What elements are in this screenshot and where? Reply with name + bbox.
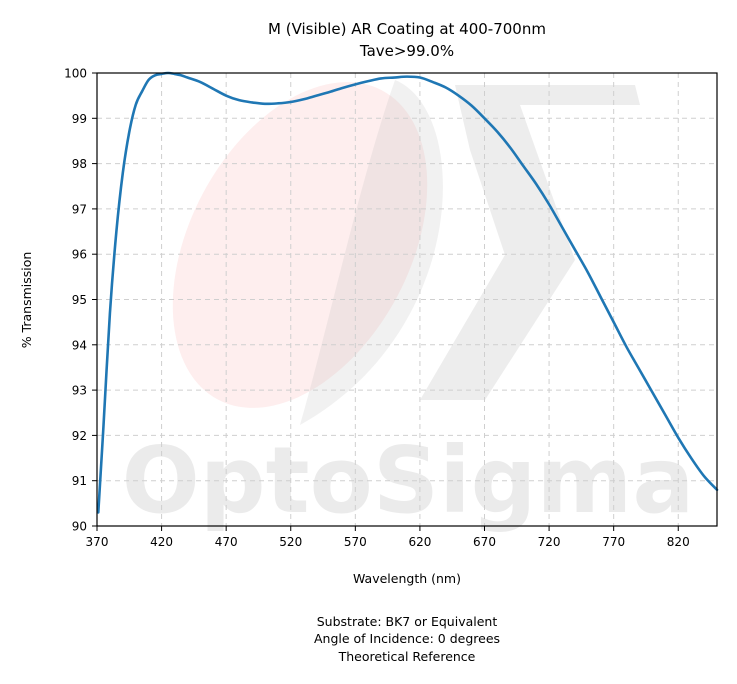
y-tick-label: 100 (64, 67, 87, 81)
chart-title-line-1: M (Visible) AR Coating at 400-700nm (268, 20, 546, 38)
y-tick-label: 97 (72, 202, 87, 216)
y-axis-label: % Transmission (19, 252, 34, 349)
x-tick-label: 570 (344, 535, 367, 549)
x-tick-label: 520 (279, 535, 302, 549)
y-tick-label: 91 (72, 474, 87, 488)
y-tick-label: 93 (72, 384, 87, 398)
y-tick-label: 90 (72, 520, 87, 534)
y-tick-label: 95 (72, 293, 87, 307)
x-tick-label: 770 (602, 535, 625, 549)
x-tick-label: 620 (408, 535, 431, 549)
watermark-sigma-curve (300, 80, 443, 425)
series-group (96, 71, 719, 514)
x-tick-label: 820 (667, 535, 690, 549)
x-tick-label: 370 (86, 535, 109, 549)
y-tick-label: 92 (72, 429, 87, 443)
y-tick-label: 98 (72, 157, 87, 171)
x-tick-label: 420 (150, 535, 173, 549)
footnote-reference: Theoretical Reference (338, 649, 476, 664)
y-tick-label: 96 (72, 248, 87, 262)
x-tick-label: 720 (538, 535, 561, 549)
x-tick-label: 470 (215, 535, 238, 549)
x-axis: 370 420 470 520 570 620 670 720 770 820 (86, 526, 690, 549)
x-axis-label: Wavelength (nm) (353, 571, 461, 586)
y-tick-label: 99 (72, 112, 87, 126)
footnote-substrate: Substrate: BK7 or Equivalent (317, 614, 498, 629)
optosigma-watermark: OptoSigma (122, 80, 694, 534)
footnote-angle: Angle of Incidence: 0 degrees (314, 631, 500, 646)
x-tick-label: 670 (473, 535, 496, 549)
series-line-0 (96, 71, 719, 514)
chart-title-line-2: Tave>99.0% (359, 42, 454, 60)
y-axis: 90 91 92 93 94 95 96 97 98 99 100 (64, 67, 97, 534)
watermark-sigma-logo (420, 85, 640, 400)
y-tick-label: 94 (72, 338, 87, 352)
